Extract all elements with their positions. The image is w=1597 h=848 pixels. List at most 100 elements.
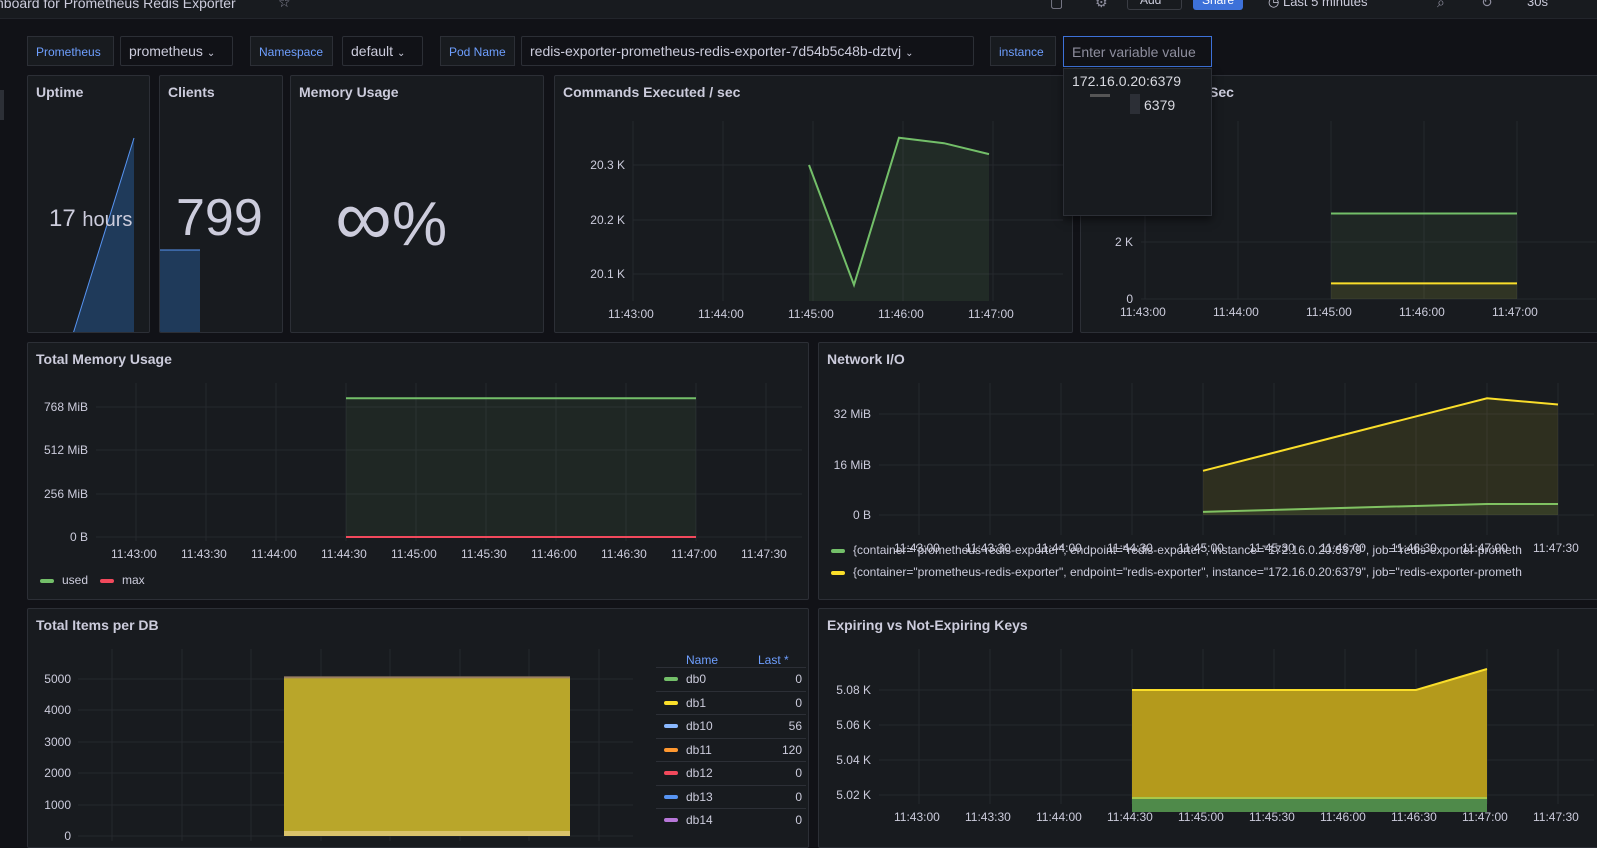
gear-icon[interactable]: ⚙	[1095, 0, 1108, 11]
x-tick-label: 11:45:00	[391, 547, 437, 561]
x-tick-label: 11:44:00	[1213, 305, 1259, 319]
db-last-value: 0	[795, 696, 802, 710]
table-row[interactable]: db1 0	[656, 691, 806, 714]
y-tick-label: 0 B	[27, 530, 88, 544]
instance-option[interactable]: 172.16.0.20:6379	[1072, 73, 1181, 89]
legend-swatch	[40, 579, 54, 583]
y-tick-label: 2 K	[1080, 235, 1133, 249]
x-tick-label: 11:43:00	[111, 547, 157, 561]
redacted-mark	[1130, 94, 1140, 114]
x-tick-label: 11:47:00	[968, 307, 1014, 321]
var-select-prometheus[interactable]: prometheus ⌄	[120, 36, 233, 66]
uptime-value: 17 hours	[49, 205, 132, 233]
add-button[interactable]: Add	[1127, 0, 1182, 10]
y-tick-label: 20.3 K	[555, 158, 625, 172]
table-header-last: Last *	[758, 653, 789, 667]
x-tick-label: 11:43:00	[1120, 305, 1166, 319]
x-tick-label: 11:47:30	[1533, 541, 1579, 555]
x-tick-label: 11:47:30	[741, 547, 787, 561]
x-tick-label: 11:43:30	[181, 547, 227, 561]
var-select-namespace[interactable]: default ⌄	[342, 36, 423, 66]
x-tick-label: 11:45:00	[1178, 810, 1224, 824]
x-tick-label: 11:44:00	[1036, 810, 1082, 824]
x-tick-label: 11:44:30	[321, 547, 367, 561]
legend-item[interactable]: {container="prometheus-redis-exporter", …	[831, 565, 1522, 579]
x-tick-label: 11:46:00	[531, 547, 577, 561]
chart-svg	[28, 343, 809, 600]
x-tick-label: 11:43:30	[965, 810, 1011, 824]
x-tick-label: 11:46:00	[1320, 810, 1366, 824]
legend-label: used	[62, 573, 88, 587]
y-tick-label: 16 MiB	[818, 458, 871, 472]
chevron-down-icon: ⌄	[207, 48, 215, 59]
x-tick-label: 11:46:00	[878, 307, 924, 321]
legend-item[interactable]: used	[40, 573, 88, 587]
instance-dropdown: 172.16.0.20:6379 6379	[1063, 68, 1212, 216]
panel-clients[interactable]: Clients 799	[159, 75, 283, 333]
x-tick-label: 11:46:00	[1399, 305, 1445, 319]
y-tick-label: 0	[27, 829, 71, 843]
y-tick-label: 20.1 K	[555, 267, 625, 281]
series-swatch	[664, 677, 678, 681]
series-area	[809, 138, 989, 301]
x-tick-label: 11:43:00	[608, 307, 654, 321]
legend-label: {container="prometheus-redis-exporter", …	[853, 565, 1522, 579]
y-tick-label: 20.2 K	[555, 213, 625, 227]
refresh-interval[interactable]: 30s	[1527, 0, 1548, 9]
y-tick-label: 768 MiB	[27, 400, 88, 414]
db-last-value: 0	[795, 790, 802, 804]
x-tick-label: 11:44:00	[251, 547, 297, 561]
time-range-picker[interactable]: ◷ Last 5 minutes	[1268, 0, 1368, 10]
redacted-mark	[1090, 94, 1110, 97]
refresh-icon[interactable]: ↻	[1481, 0, 1493, 11]
instance-option[interactable]: 6379	[1144, 97, 1175, 113]
var-label-namespace: Namespace	[250, 36, 333, 66]
series-swatch	[664, 795, 678, 799]
x-tick-label: 11:45:00	[788, 307, 834, 321]
y-tick-label: 512 MiB	[27, 443, 88, 457]
x-tick-label: 11:44:30	[1107, 810, 1153, 824]
series-swatch	[664, 748, 678, 752]
zoom-out-icon[interactable]: ⌕	[1437, 0, 1445, 11]
series-area	[1331, 283, 1517, 299]
legend-item[interactable]: max	[100, 573, 145, 587]
top-bar: hboard for Prometheus Redis Exporter ☆ ▢…	[0, 0, 1597, 19]
save-icon[interactable]: ▢	[1050, 0, 1063, 11]
x-tick-label: 11:44:00	[698, 307, 744, 321]
db-name: db11	[686, 743, 712, 757]
x-tick-label: 11:47:00	[671, 547, 717, 561]
y-tick-label: 2000	[27, 766, 71, 780]
y-tick-label: 256 MiB	[27, 487, 88, 501]
y-tick-label: 0 B	[818, 508, 871, 522]
panel-memory-usage[interactable]: Memory Usage ∞%	[290, 75, 544, 333]
db-last-value: 0	[795, 672, 802, 686]
legend-swatch	[831, 571, 845, 575]
share-button[interactable]: Share	[1193, 0, 1243, 10]
sidebar-edge	[0, 90, 4, 120]
chart-svg	[819, 343, 1597, 600]
stacked-area-db1	[284, 677, 570, 836]
star-icon[interactable]: ☆	[278, 0, 291, 11]
y-tick-label: 5.08 K	[818, 683, 871, 697]
var-label-prometheus: Prometheus	[27, 36, 114, 66]
var-select-pod[interactable]: redis-exporter-prometheus-redis-exporter…	[521, 36, 974, 66]
db-name: db12	[686, 766, 713, 780]
db-name: db1	[686, 696, 706, 710]
var-value-namespace: default	[351, 43, 393, 59]
y-tick-label: 1000	[27, 798, 71, 812]
panel-uptime[interactable]: Uptime 17 hours	[27, 75, 150, 333]
legend-item[interactable]: {container="prometheus-redis-exporter", …	[831, 543, 1522, 557]
stacked-area-small	[284, 831, 570, 836]
instance-input[interactable]	[1063, 36, 1212, 67]
